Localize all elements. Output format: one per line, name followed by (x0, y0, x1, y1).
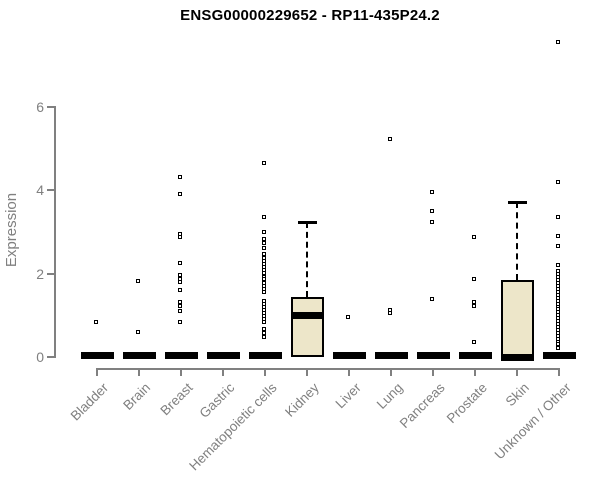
zero-median-bar (81, 352, 114, 359)
category-label: Kidney (281, 380, 322, 420)
zero-median-bar (417, 352, 450, 359)
outlier-point (388, 311, 392, 316)
category-label: Prostate (443, 380, 490, 427)
y-axis-tick (47, 106, 55, 109)
outlier-point (556, 233, 560, 238)
outlier-point (556, 214, 560, 219)
outlier-point (262, 246, 266, 251)
box (501, 279, 534, 357)
outlier-point (556, 346, 560, 351)
outlier-point (472, 339, 476, 344)
zero-median-bar (123, 352, 156, 359)
zero-median-bar (165, 352, 198, 359)
outlier-point (472, 235, 476, 240)
whisker-line (516, 202, 518, 280)
x-axis-tick (306, 368, 308, 376)
y-tick-label: 6 (36, 99, 44, 116)
category-label: Gastric (196, 380, 238, 421)
outlier-point (430, 208, 434, 213)
zero-median-bar (459, 352, 492, 359)
outlier-point (472, 304, 476, 309)
chart-title: ENSG00000229652 - RP11-435P24.2 (180, 7, 440, 24)
outlier-point (346, 314, 350, 319)
outlier-point (262, 331, 266, 336)
y-axis-line (54, 106, 56, 358)
category-label: Pancreas (396, 380, 448, 431)
outlier-point (262, 229, 266, 234)
outlier-point (472, 300, 476, 305)
category-label: Bladder (68, 380, 112, 424)
median-line (501, 354, 534, 361)
outlier-point (178, 299, 182, 304)
outlier-point (262, 319, 266, 324)
outlier-point (430, 220, 434, 225)
y-tick-label: 0 (36, 349, 44, 365)
zero-median-bar (375, 352, 408, 359)
outlier-point (262, 241, 266, 246)
zero-median-bar (207, 352, 240, 359)
outlier-point (556, 342, 560, 347)
outlier-point (136, 330, 140, 335)
y-axis-tick (47, 272, 55, 275)
zero-median-bar (249, 352, 282, 359)
whisker-line (306, 221, 308, 298)
outlier-point (178, 308, 182, 313)
y-tick-label: 2 (36, 265, 44, 282)
x-axis-tick (390, 368, 392, 376)
category-label: Unknown / Other (491, 380, 574, 463)
outlier-point (430, 190, 434, 195)
outlier-point (430, 297, 434, 302)
whisker-cap (508, 201, 527, 205)
x-axis-tick (138, 368, 140, 376)
x-axis-tick (432, 368, 434, 376)
category-label: Skin (502, 380, 532, 410)
category-label: Breast (157, 380, 196, 419)
category-label: Lung (373, 380, 406, 412)
outlier-point (178, 276, 182, 281)
y-axis-tick (47, 189, 55, 192)
outlier-point (178, 280, 182, 285)
outlier-point (178, 192, 182, 197)
outlier-point (178, 260, 182, 265)
y-tick-label: 4 (36, 182, 44, 199)
x-axis-tick (264, 368, 266, 376)
outlier-point (556, 39, 560, 44)
zero-median-bar (543, 352, 576, 359)
x-axis-tick (96, 368, 98, 376)
category-label: Liver (332, 380, 364, 412)
outlier-point (556, 244, 560, 249)
outlier-point (136, 278, 140, 283)
x-axis-line (96, 368, 560, 370)
x-axis-tick (516, 368, 518, 376)
outlier-point (262, 160, 266, 165)
x-axis-tick (348, 368, 350, 376)
outlier-point (262, 327, 266, 332)
outlier-point (556, 179, 560, 184)
outlier-point (178, 287, 182, 292)
y-axis-tick (47, 356, 55, 358)
median-line (291, 312, 324, 320)
x-axis-tick (180, 368, 182, 376)
outlier-point (388, 136, 392, 141)
outlier-point (262, 334, 266, 339)
outlier-point (556, 262, 560, 267)
outlier-point (178, 303, 182, 308)
box (291, 297, 324, 357)
outlier-point (178, 320, 182, 325)
outlier-point (262, 214, 266, 219)
x-axis-tick (222, 368, 224, 376)
category-label: Brain (120, 380, 154, 413)
zero-median-bar (333, 352, 366, 359)
outlier-point (262, 237, 266, 242)
whisker-cap (298, 220, 317, 224)
x-axis-tick (474, 368, 476, 376)
x-axis-tick (558, 368, 560, 376)
outlier-point (472, 276, 476, 281)
outlier-point (262, 289, 266, 294)
outlier-point (178, 234, 182, 239)
outlier-point (178, 175, 182, 180)
outlier-point (94, 319, 98, 324)
